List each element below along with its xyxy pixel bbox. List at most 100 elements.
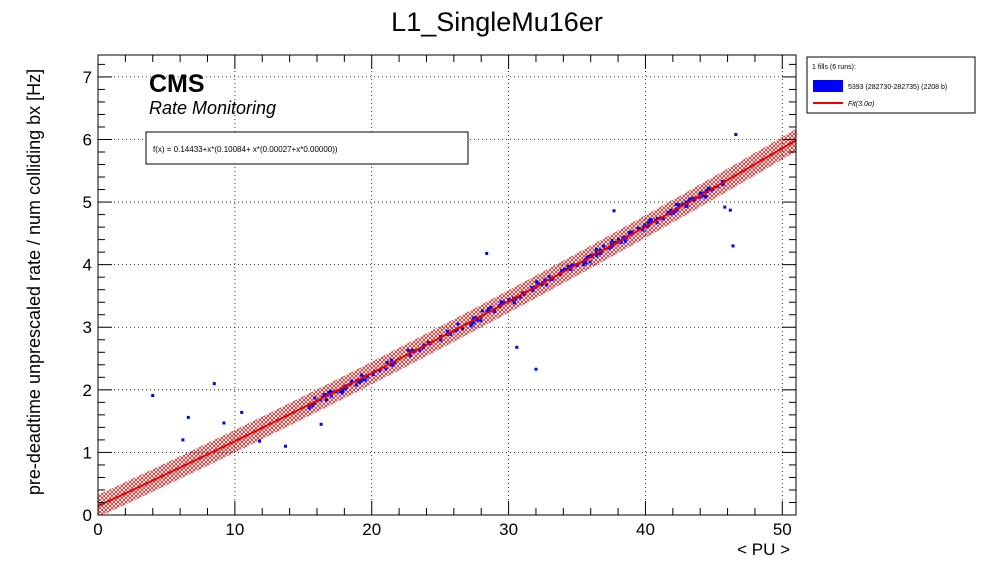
data-point (636, 226, 640, 230)
legend-header: 1 fills (6 runs): (812, 64, 856, 71)
data-point (313, 401, 317, 405)
data-point (422, 343, 426, 347)
y-tick-label: 7 (83, 68, 92, 87)
data-point (240, 410, 244, 414)
data-point (731, 244, 735, 248)
rate-monitoring-label: Rate Monitoring (149, 98, 276, 118)
data-point (354, 383, 358, 387)
data-point (594, 247, 598, 251)
fit-function-label: f(x) = 0.14433+x*(0.10084+ x*(0.00027+x*… (153, 145, 338, 154)
fit-band (98, 128, 796, 515)
data-point (384, 367, 388, 371)
y-tick-label: 1 (83, 443, 92, 462)
data-point (547, 275, 551, 279)
x-axis-label: < PU > (737, 540, 790, 559)
data-point (446, 329, 449, 333)
data-point (326, 390, 330, 394)
data-point (513, 301, 516, 305)
data-point (551, 277, 555, 281)
data-point (212, 382, 216, 386)
data-point (325, 398, 328, 402)
data-point (704, 195, 708, 199)
data-point (456, 322, 460, 326)
data-point (613, 241, 616, 244)
data-point (534, 367, 538, 371)
data-point (330, 394, 334, 398)
data-point (322, 393, 326, 397)
data-point (181, 438, 185, 442)
data-point (480, 309, 484, 313)
data-point (627, 231, 631, 235)
data-point (623, 237, 627, 241)
data-point (258, 439, 261, 443)
data-point (641, 228, 645, 232)
data-point (471, 317, 475, 321)
data-point (728, 208, 732, 212)
y-tick-label: 0 (83, 506, 92, 525)
data-point (371, 373, 375, 376)
data-point (643, 223, 647, 227)
data-point (669, 212, 672, 216)
data-point (514, 297, 518, 301)
data-point (569, 268, 573, 271)
data-point (700, 191, 704, 195)
data-point (587, 254, 591, 258)
data-point (595, 254, 599, 258)
data-point (389, 358, 393, 362)
data-point (475, 318, 479, 322)
data-point (186, 415, 190, 419)
data-point (610, 239, 614, 242)
data-point (378, 369, 382, 373)
data-point (588, 260, 592, 264)
data-point (485, 251, 489, 255)
data-point (570, 263, 573, 267)
x-tick-label: 30 (499, 520, 518, 539)
legend-series-label: 5393 (282730-282735) (2208 b) (848, 84, 947, 91)
legend-fit-label: Fit(3.0σ) (848, 101, 874, 108)
data-point (515, 345, 519, 349)
data-point (479, 319, 483, 323)
data-point (385, 361, 389, 364)
fit-line (98, 139, 796, 507)
data-point (698, 191, 702, 195)
data-point (531, 288, 535, 292)
data-point (584, 261, 588, 265)
plot-content (98, 128, 796, 515)
legend: 1 fills (6 runs): 5393 (282730-282735) (… (806, 56, 976, 114)
x-tick-label: 50 (773, 520, 792, 539)
data-point (535, 280, 539, 284)
data-point (530, 286, 534, 290)
x-tick-label: 10 (225, 520, 244, 539)
data-point (500, 301, 504, 305)
data-point (493, 310, 496, 313)
data-point (566, 265, 570, 268)
data-point (646, 221, 650, 225)
fit-function-box: f(x) = 0.14433+x*(0.10084+ x*(0.00027+x*… (145, 131, 469, 165)
data-point (630, 230, 634, 234)
data-point (562, 267, 566, 271)
data-point (313, 396, 317, 400)
data-point (582, 263, 586, 267)
data-point (684, 200, 688, 204)
data-point (366, 375, 370, 379)
data-point (340, 391, 344, 395)
data-point (677, 203, 681, 207)
data-point (360, 378, 364, 382)
legend-series-swatch (813, 80, 843, 92)
data-point (469, 323, 473, 327)
data-point (674, 202, 678, 206)
data-point (360, 373, 364, 377)
data-point (311, 404, 314, 408)
data-point (507, 298, 511, 301)
data-point (449, 332, 453, 336)
data-point (612, 209, 616, 213)
data-point (675, 208, 679, 212)
data-point (669, 208, 673, 212)
data-point (621, 236, 625, 240)
data-point (706, 186, 710, 190)
data-point (393, 360, 397, 364)
data-point (598, 248, 602, 252)
data-point (666, 210, 670, 214)
y-tick-label: 3 (83, 318, 92, 337)
data-point (701, 194, 705, 198)
